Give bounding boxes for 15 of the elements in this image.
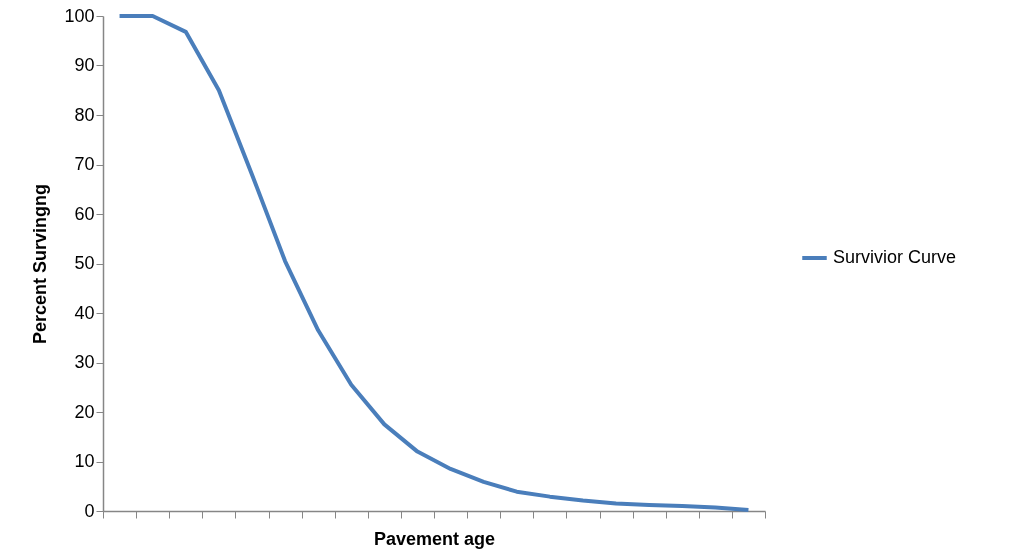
y-axis-title: Percent Survingng (30, 183, 51, 345)
y-tick-label: 90 (74, 55, 95, 75)
y-tick-label: 40 (74, 302, 95, 323)
y-tick-label: 30 (74, 352, 95, 372)
legend-label: Survivior Curve (833, 247, 957, 267)
y-tick-label: 50 (74, 253, 95, 273)
y-tick-label: 80 (74, 104, 95, 125)
y-tick-label: 70 (74, 154, 95, 174)
y-tick-label: 60 (74, 203, 95, 224)
y-tick-label: 20 (74, 401, 95, 422)
y-tick-label: 0 (84, 500, 95, 521)
y-tick-label: 10 (74, 451, 95, 471)
x-axis-title: Pavement age (373, 529, 496, 549)
y-tick-label: 100 (64, 5, 95, 26)
line-series (117, 14, 751, 513)
